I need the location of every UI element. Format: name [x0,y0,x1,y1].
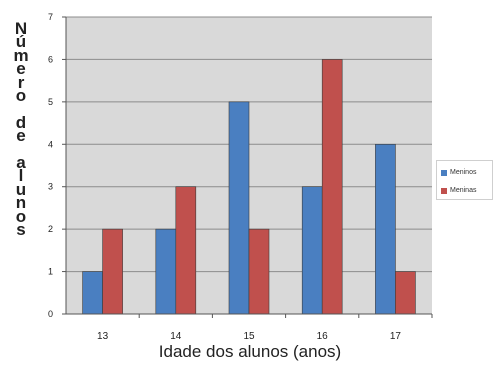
bars [82,59,416,315]
y-tick-label: 6 [48,54,53,64]
y-axis-label-char: s [16,220,26,240]
bar-meninos-15 [228,101,250,315]
bar-meninas-17 [395,271,416,315]
x-axis-label: Idade dos alunos (anos) [158,342,342,361]
x-tick-label: 15 [243,331,255,342]
axes [65,17,432,315]
y-tick-label: 7 [48,12,53,22]
bar-meninos-17 [375,143,396,315]
bar-meninos-16 [301,186,323,315]
y-axis-label-char: n [15,193,27,213]
y-axis-label-char: N [14,19,28,38]
x-tick-label: 17 [390,331,402,342]
y-axis-label-char: d [15,112,27,132]
y-axis-label-char: l [18,166,24,186]
legend-item-meninas: Meninas [437,184,492,197]
bar-meninas-16 [321,59,343,315]
legend-label-meninas: Meninas [450,187,477,194]
x-tick-labels: 13 14 15 16 17 [97,314,433,342]
y-axis-label-char: e [16,59,26,79]
x-tick-label: 14 [170,331,182,342]
y-tick-labels: 0 1 2 3 4 5 6 7 [48,12,66,319]
y-tick-label: 5 [48,97,53,107]
y-tick-label: 1 [48,267,53,277]
y-tick-label: 2 [48,224,53,234]
bar-meninas-13 [102,228,123,315]
y-axis-label-char: ú [15,32,27,52]
y-tick-label: 3 [48,182,53,192]
legend: Meninos Meninas [436,160,493,200]
legend-swatch-meninas [441,187,447,194]
legend-swatch-meninos [441,169,447,176]
bar-meninas-15 [248,228,270,315]
y-axis-label-char: o [15,206,27,226]
bar-meninas-14 [175,186,197,315]
bar-meninos-14 [155,228,177,315]
legend-item-meninos: Meninos [437,166,492,179]
y-axis-label-char: r [17,72,25,92]
y-tick-label: 0 [48,309,53,319]
x-tick-label: 16 [317,331,329,342]
legend-label-meninos: Meninos [450,169,477,176]
y-axis-label-char: m [13,45,29,65]
bar-meninos-13 [82,271,103,315]
y-axis-label-char: e [16,126,26,146]
x-tick-label: 13 [97,331,109,342]
y-axis-label-char: u [15,179,27,199]
y-axis-label-char: o [15,86,27,106]
y-tick-label: 4 [48,139,53,149]
y-axis-label-char: a [16,153,26,173]
